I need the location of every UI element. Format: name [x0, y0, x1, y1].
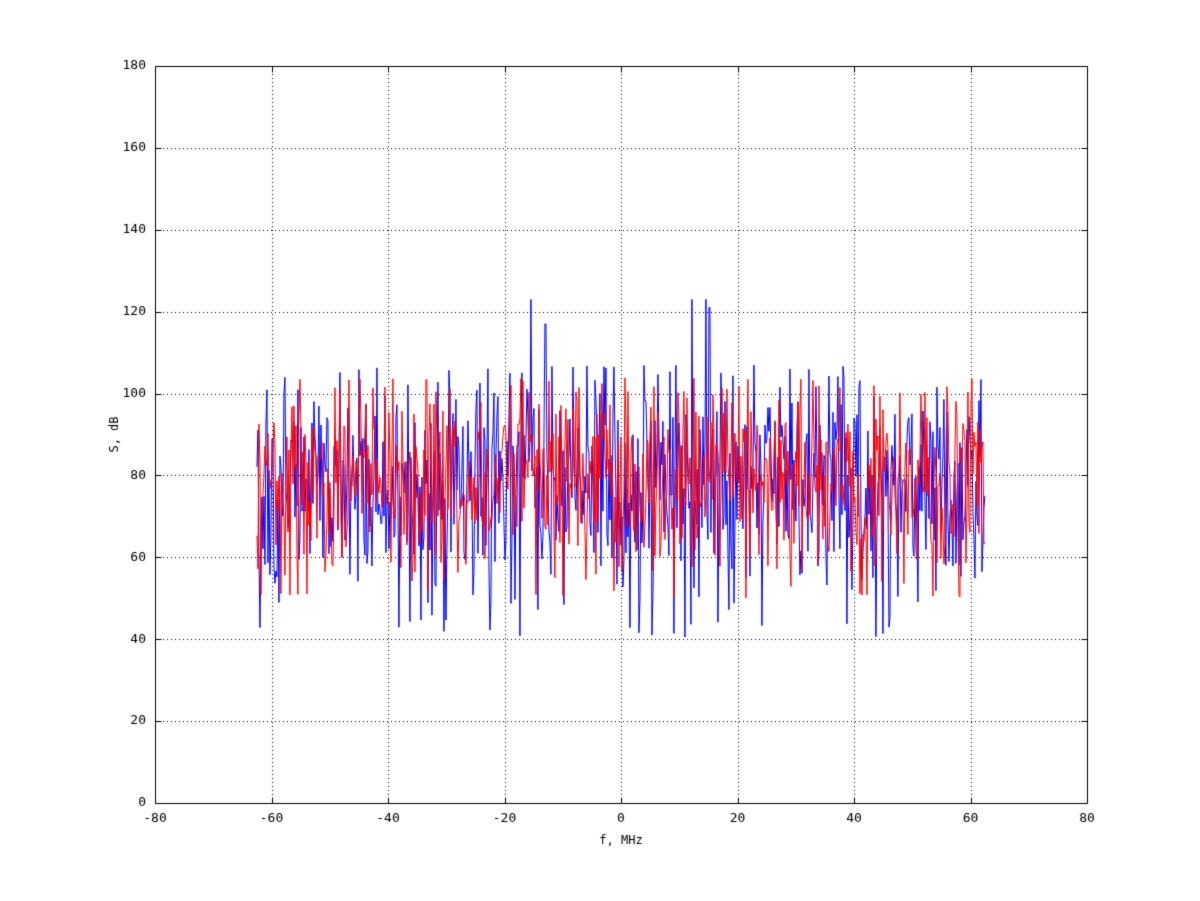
spectrum-plot-canvas: [0, 0, 1200, 901]
figure-container: f, MHz S, dB: [0, 0, 1200, 901]
